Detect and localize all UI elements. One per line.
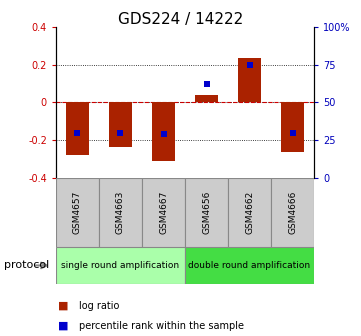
- Bar: [281, 102, 304, 152]
- Point: [118, 130, 123, 135]
- Bar: [271, 178, 314, 247]
- Bar: [109, 102, 132, 147]
- Text: GSM4666: GSM4666: [288, 191, 297, 234]
- Point: [161, 132, 166, 137]
- Text: GSM4663: GSM4663: [116, 191, 125, 234]
- Bar: [228, 178, 271, 247]
- Bar: [185, 178, 228, 247]
- Bar: [195, 95, 218, 102]
- Text: ■: ■: [58, 321, 68, 331]
- Text: protocol: protocol: [4, 260, 49, 270]
- Point: [204, 82, 209, 87]
- Bar: [152, 102, 175, 161]
- Bar: [185, 247, 314, 284]
- Text: GSM4662: GSM4662: [245, 191, 254, 234]
- Point: [290, 130, 295, 135]
- Point: [75, 130, 81, 135]
- Text: GDS224 / 14222: GDS224 / 14222: [118, 12, 243, 27]
- Text: log ratio: log ratio: [79, 301, 120, 311]
- Text: double round amplification: double round amplification: [188, 261, 310, 270]
- Text: GSM4656: GSM4656: [202, 191, 211, 234]
- Bar: [66, 102, 89, 156]
- Bar: [56, 178, 99, 247]
- Bar: [56, 247, 185, 284]
- Point: [247, 62, 252, 68]
- Text: ■: ■: [58, 301, 68, 311]
- Text: percentile rank within the sample: percentile rank within the sample: [79, 321, 244, 331]
- Text: GSM4657: GSM4657: [73, 191, 82, 234]
- Text: single round amplification: single round amplification: [61, 261, 179, 270]
- Bar: [238, 58, 261, 102]
- Bar: [99, 178, 142, 247]
- Text: GSM4667: GSM4667: [159, 191, 168, 234]
- Bar: [142, 178, 185, 247]
